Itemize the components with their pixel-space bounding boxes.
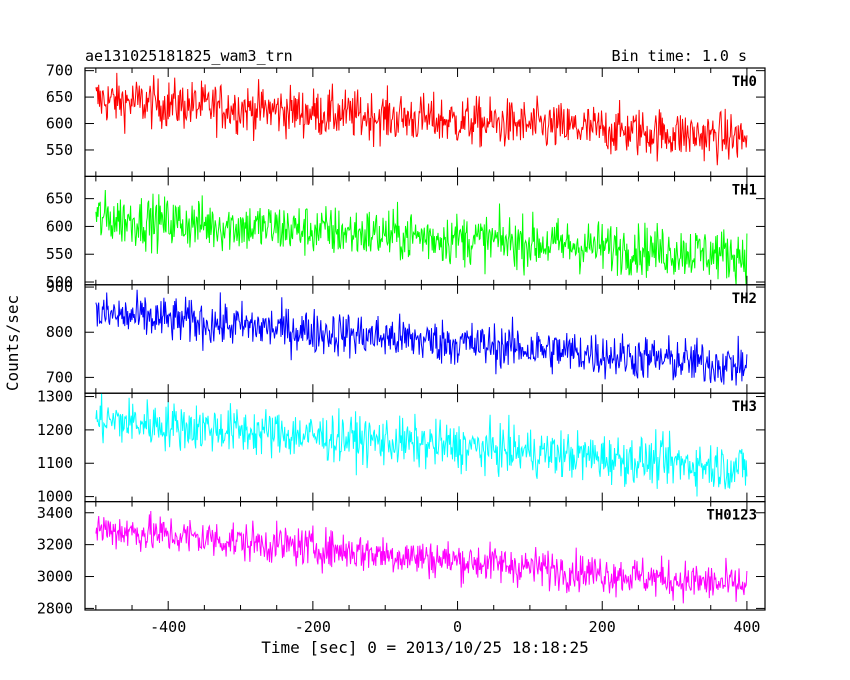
bin-time-label: Bin time: 1.0 s xyxy=(612,47,747,65)
y-tick-label: 700 xyxy=(46,368,73,386)
chart-title: ae131025181825_wam3_trn xyxy=(85,47,293,65)
y-tick-label: 2800 xyxy=(37,599,73,617)
y-tick-label: 900 xyxy=(46,278,73,296)
panel-th1: 500 550 600 650 TH1 xyxy=(46,175,766,291)
y-tick-label: 550 xyxy=(46,245,73,263)
y-tick-label: 700 xyxy=(46,62,73,80)
y-tick-label: 1300 xyxy=(37,388,73,406)
panel-label: TH2 xyxy=(732,291,757,307)
y-tick-label: 500 xyxy=(46,273,73,291)
lightcurve-th3 xyxy=(95,393,748,497)
panel-label: TH1 xyxy=(732,182,757,198)
lightcurve-th2 xyxy=(95,289,748,386)
panel-label: TH0123 xyxy=(706,508,757,524)
y-tick-label: 650 xyxy=(46,190,73,208)
y-tick-label: 1000 xyxy=(37,488,73,506)
lightcurve-th1 xyxy=(95,189,748,285)
x-tick-label: 400 xyxy=(733,618,760,636)
y-tick-label: 600 xyxy=(46,217,73,235)
panel-label: TH0 xyxy=(732,74,757,90)
panel-th0: 550 600 650 700 TH0 xyxy=(46,62,766,178)
x-tick-label: 0 xyxy=(453,618,462,636)
x-axis: -400 -200 0 200 400 xyxy=(150,618,760,636)
y-tick-label: 3200 xyxy=(37,536,73,554)
y-tick-label: 3000 xyxy=(37,568,73,586)
panel-th2: 700 800 900 TH2 xyxy=(46,278,766,394)
x-tick-label: -200 xyxy=(295,618,331,636)
y-tick-label: 3400 xyxy=(37,504,73,522)
panels-group: 550 600 650 700 TH0 500 550 600 650 TH1 700 800 900 T… xyxy=(37,62,766,617)
y-tick-label: 800 xyxy=(46,323,73,341)
y-tick-label: 600 xyxy=(46,115,73,133)
lightcurve-th0123 xyxy=(95,510,748,604)
panel-label: TH3 xyxy=(732,399,757,415)
y-tick-label: 550 xyxy=(46,141,73,159)
lightcurve-th0 xyxy=(95,72,748,166)
panel-th0123: 2800 3000 3200 3400 TH0123 xyxy=(37,501,766,617)
y-tick-label: 1100 xyxy=(37,454,73,472)
x-tick-label: 200 xyxy=(589,618,616,636)
y-tick-label: 1200 xyxy=(37,421,73,439)
panel-frame xyxy=(84,501,766,611)
x-tick-label: -400 xyxy=(150,618,186,636)
panel-th3: 1000 1100 1200 1300 TH3 xyxy=(37,388,766,506)
x-axis-title: Time [sec] 0 = 2013/10/25 18:18:25 xyxy=(261,638,589,657)
y-tick-label: 650 xyxy=(46,88,73,106)
y-axis-title: Counts/sec xyxy=(3,295,22,391)
panel-frame xyxy=(84,284,766,394)
